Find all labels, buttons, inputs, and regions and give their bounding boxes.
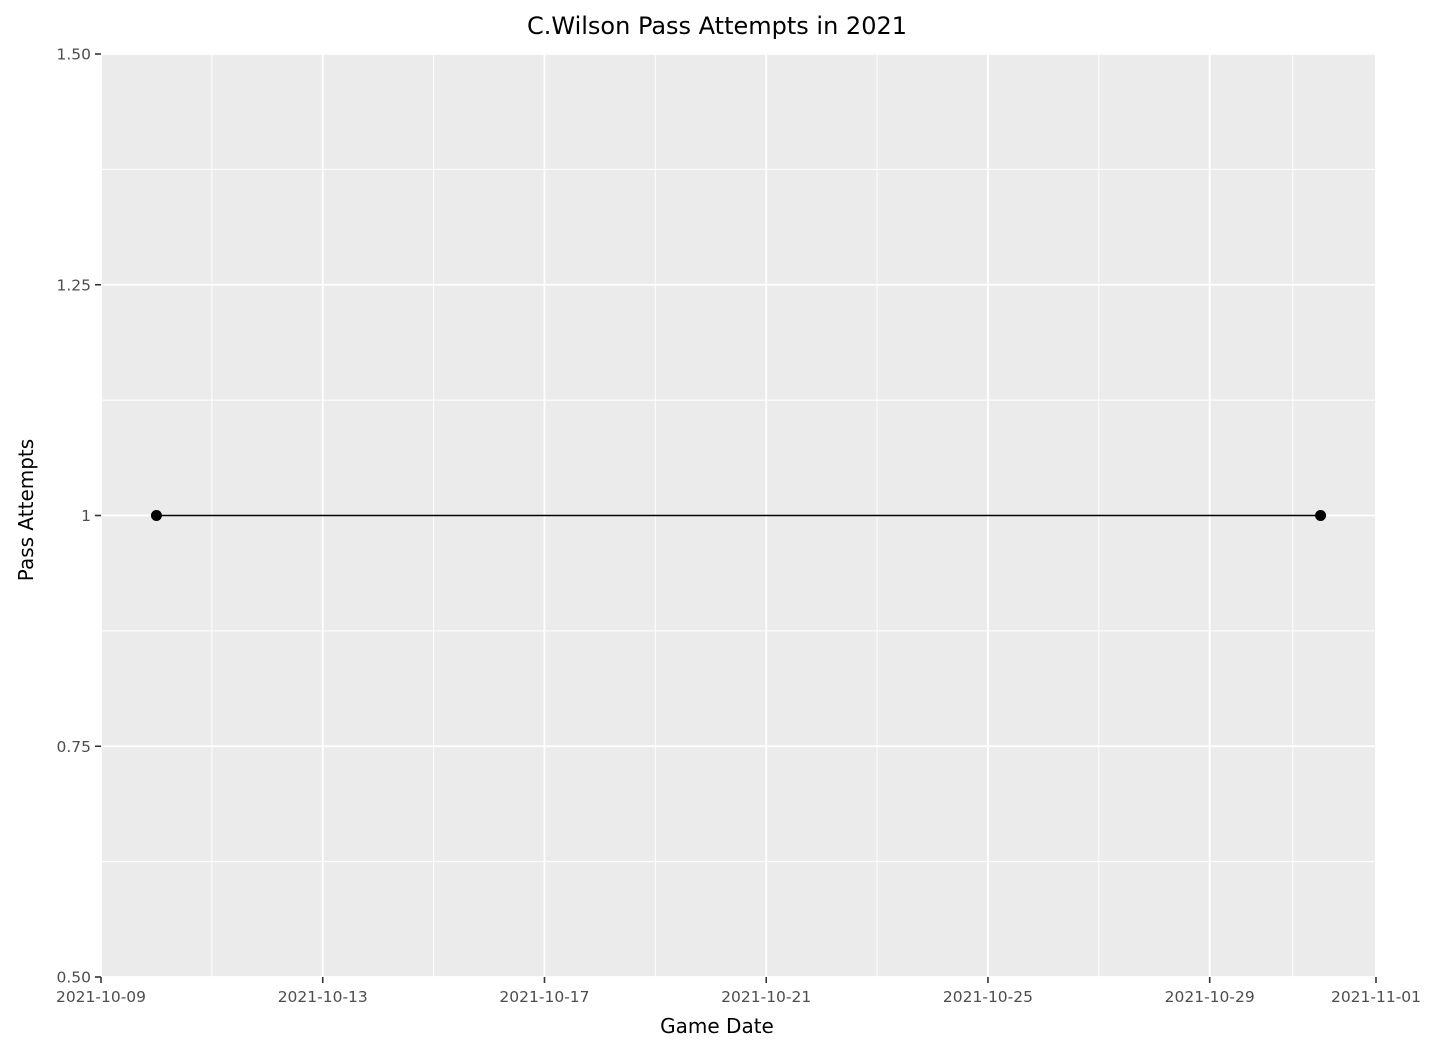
x-tick-label: 2021-10-25 <box>943 988 1033 1006</box>
axis-ticks <box>95 53 1377 983</box>
data-point <box>150 510 162 521</box>
x-axis-title: Game Date <box>660 1014 774 1038</box>
x-tick-label: 2021-10-29 <box>1165 988 1255 1006</box>
y-tick-label: 1 <box>81 507 91 525</box>
chart-title: C.Wilson Pass Attempts in 2021 <box>527 12 907 40</box>
x-tick-label: 2021-10-21 <box>721 988 811 1006</box>
x-tick-label: 2021-10-17 <box>499 988 589 1006</box>
y-axis-tick-labels: 0.50 0.75 1 1.25 1.50 <box>56 46 91 987</box>
x-tick-label: 2021-10-13 <box>278 988 368 1006</box>
x-axis-tick-labels: 2021-10-09 2021-10-13 2021-10-17 2021-10-21… <box>56 988 1421 1006</box>
series-layer <box>150 510 1327 521</box>
y-tick-label: 0.50 <box>56 969 91 987</box>
data-point <box>1315 510 1327 521</box>
x-tick-label: 2021-10-09 <box>56 988 146 1006</box>
y-tick-label: 0.75 <box>56 738 91 756</box>
y-tick-label: 1.50 <box>56 46 91 64</box>
y-axis-title: Pass Attempts <box>14 439 38 581</box>
y-tick-label: 1.25 <box>56 276 91 294</box>
x-tick-label: 2021-11-01 <box>1331 988 1421 1006</box>
